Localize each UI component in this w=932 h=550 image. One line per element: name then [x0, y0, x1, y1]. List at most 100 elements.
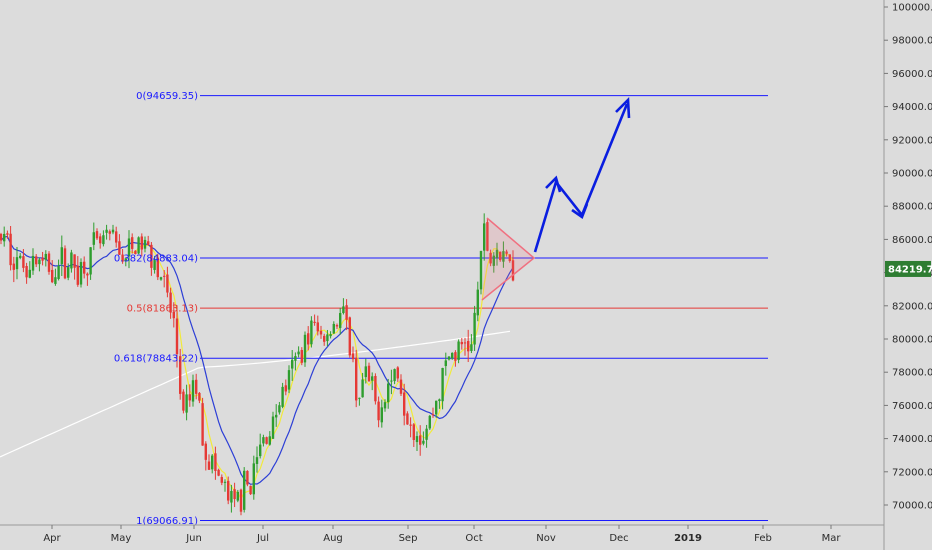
candle — [140, 233, 143, 257]
candle-body — [364, 366, 367, 378]
candle — [51, 260, 54, 284]
candle — [92, 222, 95, 251]
candle-body — [281, 386, 284, 407]
fib-level-label: 0.382(84883.04) — [114, 253, 198, 264]
candle-body — [131, 237, 134, 249]
candle — [460, 337, 463, 350]
candle-body — [223, 481, 227, 483]
candle — [214, 446, 217, 480]
price-tick-label: 74000.00 — [892, 434, 932, 445]
candle-body — [239, 489, 243, 512]
candle — [102, 230, 105, 247]
candle-body — [105, 229, 108, 233]
candle — [499, 251, 502, 262]
candle — [470, 334, 473, 354]
candle — [307, 326, 310, 351]
candle-body — [275, 414, 278, 418]
drawings-layer — [481, 97, 631, 301]
candle — [19, 253, 22, 260]
candle — [121, 249, 124, 264]
candle — [265, 436, 268, 445]
candle-body — [406, 413, 409, 425]
candle — [364, 358, 367, 384]
price-axis[interactable]: 100000.00 98000.00 96000.00 94000.00 92000.0… — [884, 3, 932, 512]
candle — [383, 399, 387, 412]
candle — [3, 226, 6, 247]
candle — [355, 349, 358, 408]
candle — [124, 257, 127, 267]
candle-body — [358, 397, 361, 399]
candle — [246, 470, 249, 487]
candle-body — [92, 232, 95, 245]
candle-body — [243, 470, 246, 510]
candle-body — [47, 253, 51, 272]
time-axis[interactable]: Apr May Jun Jul Aug Sep Oct Nov Dec 2019 Feb Mar — [43, 525, 841, 544]
candle-body — [319, 330, 323, 335]
candle-body — [335, 325, 339, 327]
candle — [252, 455, 255, 500]
candle-body — [342, 306, 345, 314]
candle — [249, 485, 252, 495]
candle-body — [73, 254, 76, 268]
candle — [447, 356, 451, 361]
time-tick-label: May — [111, 533, 132, 544]
price-tick-label: 98000.00 — [892, 36, 932, 47]
candle-body — [329, 334, 332, 337]
candle — [422, 431, 425, 446]
candle-body — [316, 322, 319, 332]
candle — [339, 307, 342, 335]
candle-body — [428, 415, 431, 429]
time-tick-label: Oct — [465, 533, 482, 544]
fib-level-label: 0(94659.35) — [136, 91, 198, 102]
candle — [99, 233, 102, 249]
candle — [166, 266, 169, 298]
candle — [15, 246, 19, 280]
candle — [201, 397, 204, 446]
candle — [291, 349, 294, 381]
candle — [70, 249, 73, 273]
candle-body — [291, 359, 294, 369]
candle-body — [124, 258, 127, 261]
candle — [300, 347, 303, 366]
candle — [191, 374, 195, 407]
candle — [393, 368, 396, 385]
candle — [502, 241, 505, 268]
candle — [83, 256, 86, 279]
candle — [223, 479, 227, 492]
candle-body — [489, 252, 492, 264]
candle-body — [313, 321, 316, 323]
candle — [41, 251, 44, 266]
price-tick-label: 82000.00 — [892, 301, 932, 312]
candle — [348, 316, 351, 358]
candle — [147, 235, 150, 246]
candle-body — [118, 241, 121, 255]
candle-body — [108, 231, 111, 234]
candle — [150, 242, 153, 276]
candle-body — [387, 383, 390, 403]
candle — [345, 299, 348, 331]
candle-body — [287, 370, 291, 390]
candle-body — [70, 252, 73, 269]
candle — [323, 333, 326, 346]
candle — [198, 391, 201, 404]
candle-body — [447, 356, 451, 360]
candle-body — [44, 253, 47, 260]
candle — [476, 281, 479, 322]
candle-body — [153, 260, 156, 270]
candle-body — [220, 477, 223, 483]
candle-body — [83, 261, 86, 274]
candle — [230, 484, 233, 513]
candle — [511, 250, 515, 282]
candle-body — [495, 249, 499, 258]
candle-body — [214, 453, 217, 471]
candle — [342, 298, 345, 315]
candle-body — [374, 375, 377, 402]
candle-body — [278, 405, 281, 413]
candle-body — [230, 490, 233, 503]
candle-body — [451, 352, 454, 359]
candle-body — [172, 311, 175, 319]
candle — [22, 249, 25, 273]
candle-body — [390, 380, 393, 382]
time-tick-label: Jun — [185, 533, 202, 544]
